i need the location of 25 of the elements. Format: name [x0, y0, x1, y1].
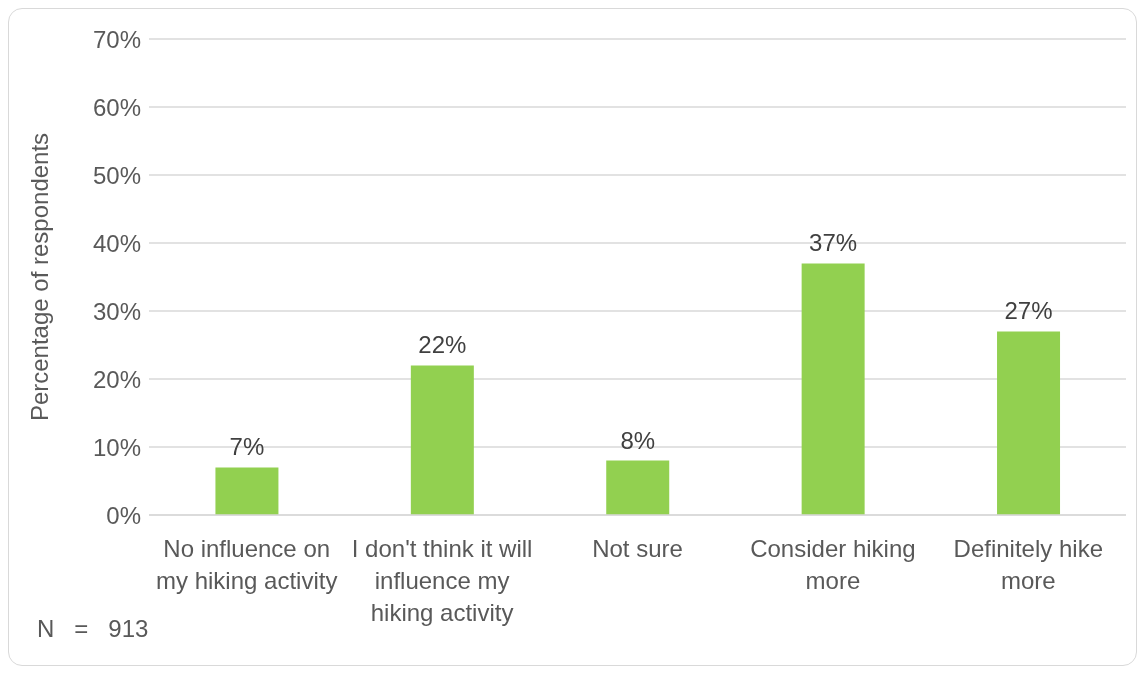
data-label: 27% — [1004, 297, 1053, 325]
y-axis-title: Percentage of respondents — [25, 132, 53, 422]
bar — [410, 365, 474, 515]
x-tick-label: Definitely hike more — [953, 535, 1103, 594]
bar — [997, 331, 1061, 515]
x-tick-label: I don't think it will influence my hiking activity — [351, 535, 533, 626]
y-tick-label: 30% — [92, 297, 141, 325]
data-label: 7% — [229, 433, 265, 461]
y-tick-label: 60% — [92, 93, 141, 121]
y-tick-label: 10% — [92, 433, 141, 461]
data-label: 8% — [620, 426, 656, 454]
y-tick-label: 0% — [106, 501, 141, 529]
x-tick-label: No influence on my hiking activity — [156, 535, 338, 594]
bar — [801, 263, 865, 515]
bar — [215, 467, 279, 515]
y-tick-label: 40% — [92, 229, 141, 257]
bar — [606, 460, 670, 515]
y-tick-label: 70% — [92, 25, 141, 53]
y-tick-label: 20% — [92, 365, 141, 393]
text: N = 913 — [37, 615, 149, 643]
y-tick-label: 50% — [92, 161, 141, 189]
data-label: 37% — [809, 229, 858, 257]
x-tick-label: Not sure — [592, 535, 683, 562]
x-tick-label: Consider hiking more — [750, 535, 916, 594]
data-label: 22% — [418, 331, 467, 359]
